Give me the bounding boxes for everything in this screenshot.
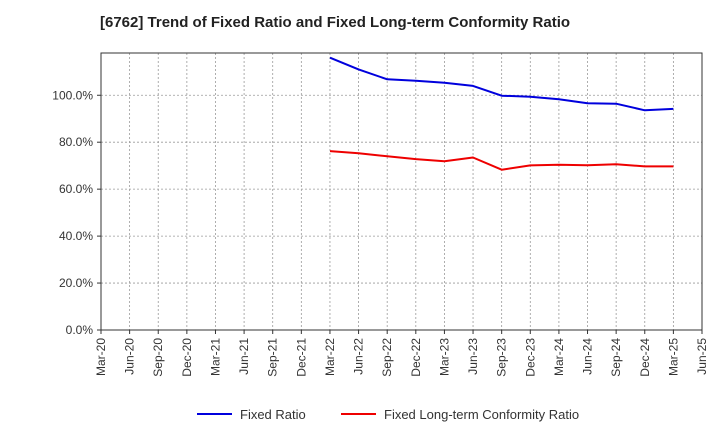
x-tick-label: Mar-20 bbox=[94, 338, 108, 376]
axes bbox=[100, 52, 703, 331]
y-tick-label: 20.0% bbox=[59, 276, 93, 290]
x-tick-label: Sep-22 bbox=[380, 338, 394, 377]
legend: Fixed Ratio Fixed Long-term Conformity Ra… bbox=[197, 407, 579, 422]
x-tick-label: Mar-23 bbox=[437, 338, 451, 376]
y-tick-label: 80.0% bbox=[59, 135, 93, 149]
x-tick-label: Mar-25 bbox=[666, 338, 680, 376]
x-tick-label: Sep-20 bbox=[151, 338, 165, 377]
x-tick-label: Sep-24 bbox=[609, 338, 623, 377]
y-tick-label: 0.0% bbox=[66, 323, 94, 337]
x-tick-label: Jun-20 bbox=[123, 338, 137, 375]
y-tick-label: 100.0% bbox=[52, 88, 93, 102]
y-tick-label: 60.0% bbox=[59, 182, 93, 196]
x-tick-label: Jun-24 bbox=[581, 338, 595, 375]
grid-lines bbox=[101, 53, 702, 330]
x-axis-ticks: Mar-20 Jun-20 Sep-20 Dec-20 Mar-21 Jun-21 Sep-… bbox=[94, 330, 709, 377]
legend-label: Fixed Ratio bbox=[240, 407, 306, 422]
x-tick-label: Dec-21 bbox=[294, 338, 308, 377]
x-tick-label: Mar-21 bbox=[208, 338, 222, 376]
legend-label: Fixed Long-term Conformity Ratio bbox=[384, 407, 579, 422]
x-tick-label: Jun-22 bbox=[352, 338, 366, 375]
x-tick-label: Dec-24 bbox=[638, 338, 652, 377]
series-line-fixed-long-term-conformity-ratio bbox=[329, 150, 674, 171]
x-tick-label: Mar-24 bbox=[552, 338, 566, 376]
plot-frame bbox=[100, 52, 703, 331]
x-tick-label: Sep-21 bbox=[266, 338, 280, 377]
x-tick-label: Sep-23 bbox=[495, 338, 509, 377]
x-tick-label: Jun-21 bbox=[237, 338, 251, 375]
y-axis-ticks: 0.0% 20.0% 40.0% 60.0% 80.0% 100.0% bbox=[52, 88, 101, 337]
y-tick-label: 40.0% bbox=[59, 229, 93, 243]
x-tick-label: Jun-23 bbox=[466, 338, 480, 375]
chart-title: [6762] Trend of Fixed Ratio and Fixed Lo… bbox=[100, 14, 571, 31]
x-tick-label: Mar-22 bbox=[323, 338, 337, 376]
x-tick-label: Jun-25 bbox=[695, 338, 709, 375]
x-tick-label: Dec-23 bbox=[523, 338, 537, 377]
x-tick-label: Dec-20 bbox=[180, 338, 194, 377]
series-lines bbox=[329, 56, 674, 171]
x-tick-label: Dec-22 bbox=[409, 338, 423, 377]
series-line-fixed-ratio bbox=[329, 56, 674, 112]
